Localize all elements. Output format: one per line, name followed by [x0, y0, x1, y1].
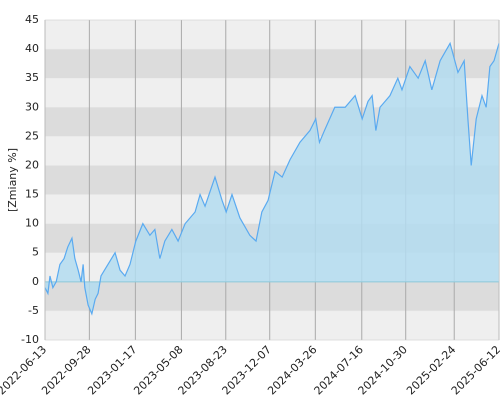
grid-band: [45, 49, 499, 79]
line: [44, 41, 500, 316]
y-tick-label: 10: [25, 217, 39, 230]
y-tick-label: 35: [25, 71, 39, 84]
y-axis-label: [Zmiany %]: [6, 148, 19, 212]
grid-band: [45, 281, 499, 311]
y-tick-label: 30: [25, 100, 39, 113]
grid-band: [45, 20, 499, 50]
area: [45, 43, 499, 314]
y-tick-label: 0: [32, 275, 39, 288]
y-tick-label: -10: [21, 333, 39, 346]
plot-border: [44, 19, 500, 341]
grid-band: [45, 310, 499, 340]
y-tick-label: 5: [32, 246, 39, 259]
y-tick-label: 20: [25, 158, 39, 171]
y-tick-label: 25: [25, 129, 39, 142]
y-tick-label: 40: [25, 42, 39, 55]
y-tick-label: 15: [25, 188, 39, 201]
y-tick-label: 45: [25, 13, 39, 26]
y-tick-label: -5: [28, 304, 39, 317]
